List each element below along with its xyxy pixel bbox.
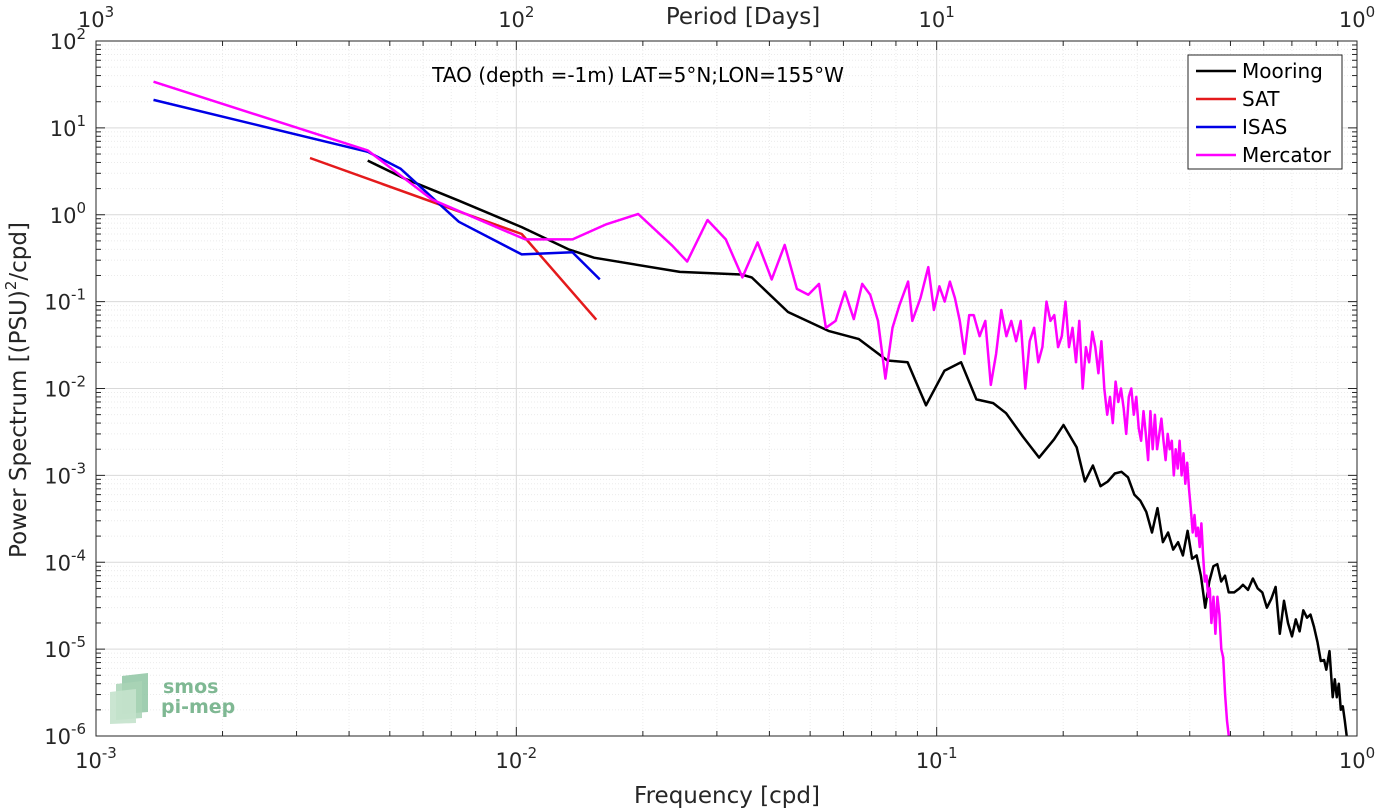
y-tick-label-base: 10 <box>44 638 71 662</box>
y-tick-label: 10-2 <box>44 373 86 402</box>
y-tick-label: 10-3 <box>44 459 86 488</box>
smos-pi-mep-logo: smos pi-mep <box>110 673 235 724</box>
top-tick-label-base: 10 <box>78 8 105 32</box>
y-tick-label-base: 10 <box>44 725 71 749</box>
x-tick-label-base: 10 <box>495 749 522 773</box>
y-tick-label-exponent: -5 <box>71 633 86 651</box>
y-tick-label: 10-6 <box>44 720 86 749</box>
axis-ticks <box>95 40 1358 737</box>
y-tick-label: 10-4 <box>44 546 86 575</box>
x-tick-label-exponent: -1 <box>943 744 958 762</box>
y-tick-label-base: 10 <box>44 291 71 315</box>
logo-text-pi-mep: pi-mep <box>161 696 235 718</box>
y-tick-label-base: 10 <box>50 204 77 228</box>
y-tick-label-base: 10 <box>44 378 71 402</box>
x-tick-label: 10-1 <box>916 744 958 773</box>
y-tick-label: 102 <box>50 25 86 54</box>
y-tick-label-exponent: -6 <box>71 720 86 738</box>
y-tick-label-base: 10 <box>44 464 71 488</box>
y-axis-label: Power Spectrum [(PSU)2/cpd] <box>2 222 32 558</box>
top-tick-label-exponent: 3 <box>105 3 115 21</box>
top-tick-label-exponent: 0 <box>1366 3 1376 21</box>
x-tick-label-exponent: 0 <box>1366 744 1376 762</box>
x-tick-label: 10-2 <box>495 744 537 773</box>
y-tick-label-base: 10 <box>44 551 71 575</box>
x-tick-label: 10-3 <box>75 744 117 773</box>
legend-label-mooring: Mooring <box>1242 59 1323 83</box>
y-tick-label-exponent: 2 <box>76 25 86 43</box>
logo-mark-front <box>110 689 136 724</box>
chart-annotation: TAO (depth =-1m) LAT=5°N;LON=155°W <box>431 63 844 87</box>
y-tick-label: 10-5 <box>44 633 86 662</box>
x-tick-label-base: 10 <box>1339 749 1366 773</box>
y-tick-label-exponent: 0 <box>76 199 86 217</box>
top-tick-label: 101 <box>919 3 955 32</box>
top-tick-label: 103 <box>78 3 114 32</box>
top-tick-label: 102 <box>498 3 534 32</box>
x-tick-label-base: 10 <box>916 749 943 773</box>
y-tick-label-exponent: -2 <box>71 373 86 391</box>
legend-label-mercator: Mercator <box>1242 143 1332 167</box>
y-axis-label-main: Power Spectrum [(PSU) <box>6 290 32 558</box>
x-tick-label-base: 10 <box>75 749 102 773</box>
top-tick-label-base: 10 <box>1339 8 1366 32</box>
top-axis-label: Period [Days] <box>666 4 820 30</box>
x-axis-label: Frequency [cpd] <box>634 783 820 809</box>
series-line-mooring <box>367 159 1348 737</box>
top-tick-label-exponent: 2 <box>525 3 535 21</box>
top-tick-label: 100 <box>1339 3 1375 32</box>
x-tick-label-exponent: -2 <box>522 744 537 762</box>
legend-label-sat: SAT <box>1242 87 1280 111</box>
y-tick-label-exponent: 1 <box>76 112 86 130</box>
series-line-sat <box>309 156 598 321</box>
y-axis-label-tail: /cpd] <box>6 222 32 281</box>
legend: Mooring SAT ISAS Mercator <box>1187 54 1343 170</box>
series-line-mercator <box>153 80 1231 737</box>
legend-label-isas: ISAS <box>1242 115 1287 139</box>
y-tick-label-exponent: -4 <box>71 546 86 564</box>
y-tick-label-base: 10 <box>50 117 77 141</box>
series-lines <box>153 80 1348 737</box>
top-tick-label-base: 10 <box>498 8 525 32</box>
logo-text-smos: smos <box>163 676 218 698</box>
top-tick-label-base: 10 <box>919 8 946 32</box>
y-tick-label-exponent: -1 <box>71 286 86 304</box>
y-axis-label-sup: 2 <box>2 281 20 291</box>
y-tick-label: 10-1 <box>44 286 86 315</box>
y-tick-label: 101 <box>50 112 86 141</box>
top-tick-label-exponent: 1 <box>945 3 955 21</box>
x-tick-label-exponent: -3 <box>102 744 117 762</box>
legend-box <box>1187 54 1343 170</box>
y-tick-label: 100 <box>50 199 86 228</box>
x-tick-label: 100 <box>1339 744 1375 773</box>
y-tick-label-base: 10 <box>50 30 77 54</box>
y-tick-label-exponent: -3 <box>71 459 86 477</box>
